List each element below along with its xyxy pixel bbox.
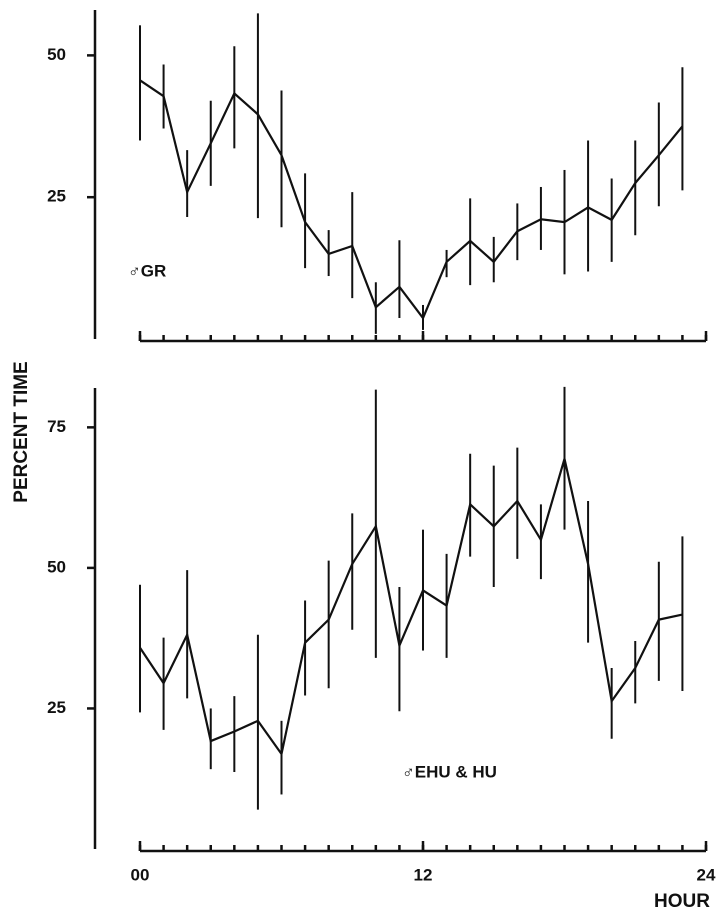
x-tick-label: 12	[414, 865, 433, 884]
annotation: ♂EHU & HU	[402, 762, 497, 781]
y-tick-label: 25	[47, 187, 66, 206]
x-tick-label: 24	[697, 865, 716, 884]
y-tick-label: 25	[47, 698, 66, 717]
x-axis-label: HOUR	[654, 891, 710, 912]
annotation: ♂GR	[128, 261, 166, 280]
y-axis-label: PERCENT TIME	[11, 361, 32, 502]
data-line	[139, 458, 683, 757]
y-tick-label: 50	[47, 557, 66, 576]
y-tick-label: 75	[47, 417, 66, 436]
x-tick-label: 00	[131, 865, 150, 884]
y-tick-label: 50	[47, 45, 66, 64]
data-line	[139, 79, 684, 321]
